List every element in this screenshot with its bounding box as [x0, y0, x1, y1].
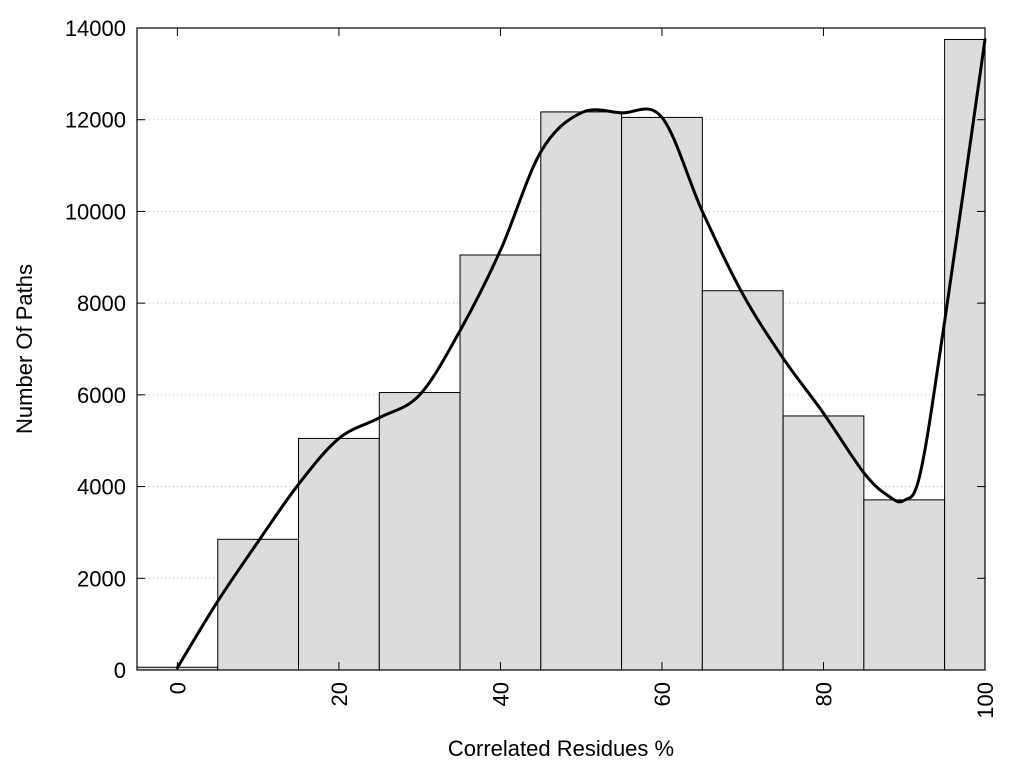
histogram-bar	[298, 437, 380, 671]
histogram-bar	[540, 111, 623, 671]
y-tick-label: 6000	[77, 383, 126, 408]
y-tick-label: 14000	[65, 16, 126, 41]
y-tick-label: 4000	[77, 475, 126, 500]
histogram-bar	[621, 116, 703, 671]
y-tick-label: 8000	[77, 291, 126, 316]
x-tick-label: 40	[488, 682, 513, 706]
histogram-bar	[782, 415, 865, 671]
x-tick-label: 80	[811, 682, 836, 706]
histogram-bar	[944, 38, 986, 671]
x-tick-label: 60	[650, 682, 675, 706]
y-tick-label: 0	[114, 658, 126, 683]
y-tick-label: 2000	[77, 566, 126, 591]
y-axis-title: Number Of Paths	[12, 264, 37, 434]
y-axis-ticks: 0 2000 4000 6000 8000 10000 12000 14000	[65, 16, 985, 683]
x-tick-label: 0	[165, 682, 190, 694]
plot-frame	[136, 27, 986, 671]
histogram-bar	[701, 290, 784, 671]
density-curve	[175, 37, 987, 670]
y-tick-label: 10000	[65, 199, 126, 224]
histogram-bar	[217, 538, 300, 671]
x-tick-label: 100	[973, 682, 998, 719]
x-axis-ticks: 0 20 40 60 80 100	[165, 28, 998, 719]
x-tick-label: 20	[327, 682, 352, 706]
y-tick-label: 12000	[65, 108, 126, 133]
histogram-bars	[136, 38, 986, 671]
histogram-bar	[378, 392, 461, 671]
histogram-bar	[863, 499, 946, 671]
x-axis-title: Correlated Residues %	[448, 736, 674, 761]
histogram-bar	[459, 254, 542, 671]
